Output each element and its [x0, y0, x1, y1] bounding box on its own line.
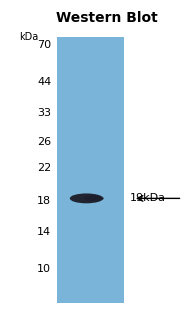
Bar	[57, 37, 124, 303]
Ellipse shape	[84, 195, 104, 201]
Text: 70: 70	[37, 40, 51, 50]
Text: kDa: kDa	[19, 32, 38, 42]
Text: 14: 14	[37, 227, 51, 237]
Ellipse shape	[70, 193, 103, 203]
Text: 18: 18	[37, 197, 51, 206]
Text: 44: 44	[37, 77, 51, 87]
Text: Western Blot: Western Blot	[55, 11, 157, 25]
Text: 19kDa: 19kDa	[130, 193, 166, 203]
Text: 26: 26	[37, 137, 51, 147]
Text: 33: 33	[37, 108, 51, 118]
Text: 10: 10	[37, 264, 51, 274]
Text: 22: 22	[37, 163, 51, 173]
